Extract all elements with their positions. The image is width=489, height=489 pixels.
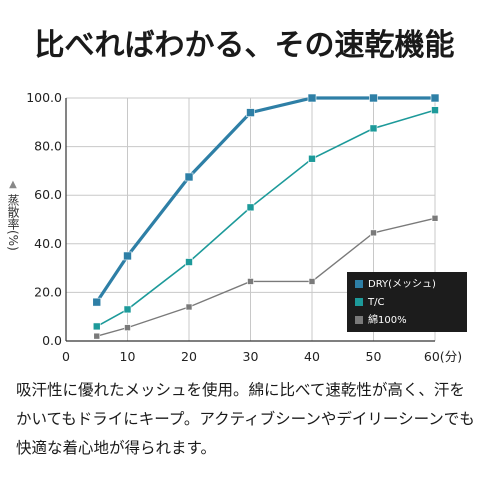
legend-swatch <box>355 316 363 324</box>
y-tick-label: 60.0 <box>34 187 62 202</box>
data-point <box>431 214 439 222</box>
data-point <box>308 154 316 163</box>
x-tick-label: 60(分) <box>424 349 462 364</box>
y-tick-label: 80.0 <box>34 139 62 154</box>
legend-label: 綿100% <box>368 315 407 326</box>
data-point <box>123 251 132 261</box>
description-text: 吸汗性に優れたメッシュを使用。綿に比べて速乾性が高く、汗をかいてもドライにキープ… <box>16 381 475 457</box>
legend-item: 綿100% <box>347 312 467 330</box>
legend-item: T/C <box>347 294 467 312</box>
y-tick-label: 100.0 <box>26 90 62 105</box>
y-tick-label: 0.0 <box>42 333 62 348</box>
data-point <box>247 278 254 285</box>
data-point <box>369 124 378 133</box>
x-tick-label: 30 <box>243 349 259 364</box>
data-point <box>431 106 439 114</box>
data-point <box>246 203 255 212</box>
x-tick-label: 50 <box>366 349 382 364</box>
data-point <box>185 303 193 311</box>
x-tick-label: 40 <box>304 349 320 364</box>
data-point <box>370 229 377 237</box>
y-axis-label: ▲ 蒸散率(%) <box>5 178 21 251</box>
y-axis-label-text: 蒸散率(%) <box>6 194 20 251</box>
page-title: 比べればわかる、その速乾機能 <box>34 28 455 63</box>
legend-item: DRY(メッシュ) <box>347 276 467 294</box>
data-point <box>369 93 378 103</box>
data-point <box>93 332 101 340</box>
data-point <box>246 108 255 117</box>
data-point <box>124 324 131 331</box>
data-point <box>430 93 440 103</box>
data-point <box>92 322 101 331</box>
legend-label: DRY(メッシュ) <box>368 279 436 290</box>
data-point <box>92 297 102 307</box>
data-point <box>307 93 317 103</box>
legend-swatch <box>355 280 363 288</box>
chart-legend: DRY(メッシュ) T/C 綿100% <box>347 272 467 332</box>
x-tick-label: 0 <box>62 349 70 364</box>
x-tick-label: 10 <box>120 349 136 364</box>
triangle-icon: ▲ <box>9 179 17 190</box>
data-point <box>185 258 193 266</box>
y-tick-label: 20.0 <box>34 284 62 299</box>
data-point <box>184 172 194 182</box>
x-tick-label: 20 <box>181 349 197 364</box>
data-point <box>308 278 316 285</box>
legend-swatch <box>355 298 363 306</box>
y-tick-label: 40.0 <box>34 236 62 251</box>
legend-label: T/C <box>368 297 385 308</box>
data-point <box>123 305 132 314</box>
